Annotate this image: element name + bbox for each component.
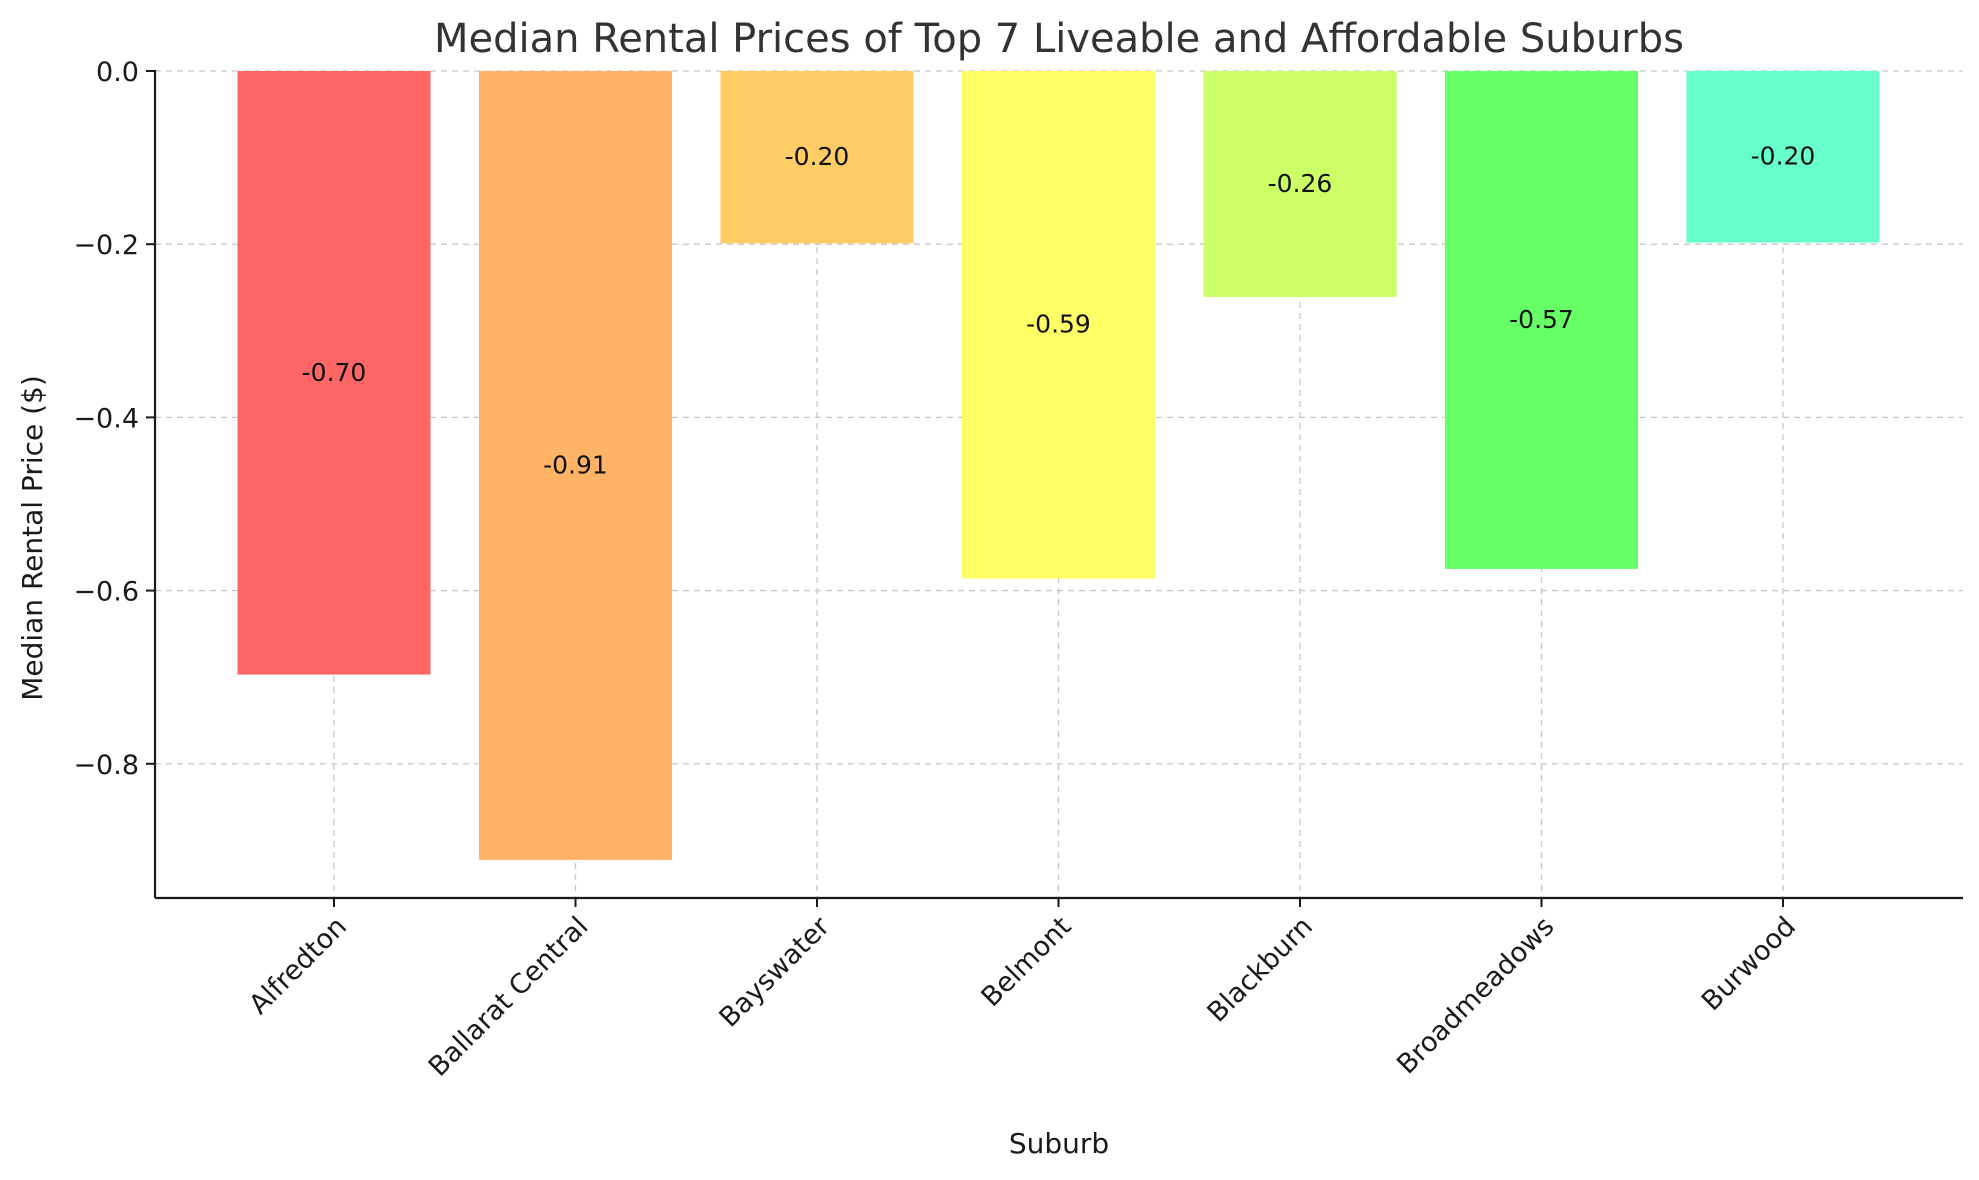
bar-layer: [237, 71, 1880, 860]
bar-value-label: -0.20: [1751, 142, 1816, 171]
x-tick-label: Blackburn: [1202, 911, 1319, 1028]
y-tick-label: −0.8: [73, 750, 139, 781]
x-axis-label: Suburb: [1009, 1127, 1109, 1160]
bar: [1445, 71, 1638, 569]
x-tick-label: Burwood: [1696, 911, 1802, 1017]
y-axis-label: Median Rental Price ($): [16, 375, 49, 701]
y-tick-label: −0.6: [73, 577, 139, 608]
bar-value-label: -0.20: [785, 142, 850, 171]
bar-value-label: -0.26: [1268, 169, 1333, 198]
bar: [1203, 71, 1397, 298]
y-tick-label: 0.0: [96, 57, 139, 88]
data-label-layer: -0.70 -0.91 -0.20 -0.59 -0.26 -0.57 -0.20: [302, 142, 1816, 480]
y-tick-label: −0.2: [73, 230, 139, 261]
x-tick-label: Belmont: [976, 911, 1078, 1013]
bar-value-label: -0.91: [543, 450, 608, 479]
bar: [1686, 71, 1880, 243]
bar: [479, 71, 672, 860]
x-tick-label: Broadmeadows: [1391, 911, 1560, 1080]
bar: [720, 71, 914, 244]
bar-value-label: -0.59: [1026, 310, 1091, 339]
chart-title: Median Rental Prices of Top 7 Liveable a…: [434, 16, 1684, 62]
bar: [962, 71, 1155, 579]
x-tick-label: Alfredton: [243, 911, 353, 1021]
bar: [237, 71, 431, 675]
bar-value-label: -0.70: [302, 358, 367, 387]
y-tick-label: −0.4: [73, 403, 139, 434]
bar-value-label: -0.57: [1509, 305, 1574, 334]
x-tick-label: Bayswater: [714, 910, 837, 1033]
x-tick-label: Ballarat Central: [423, 911, 595, 1083]
